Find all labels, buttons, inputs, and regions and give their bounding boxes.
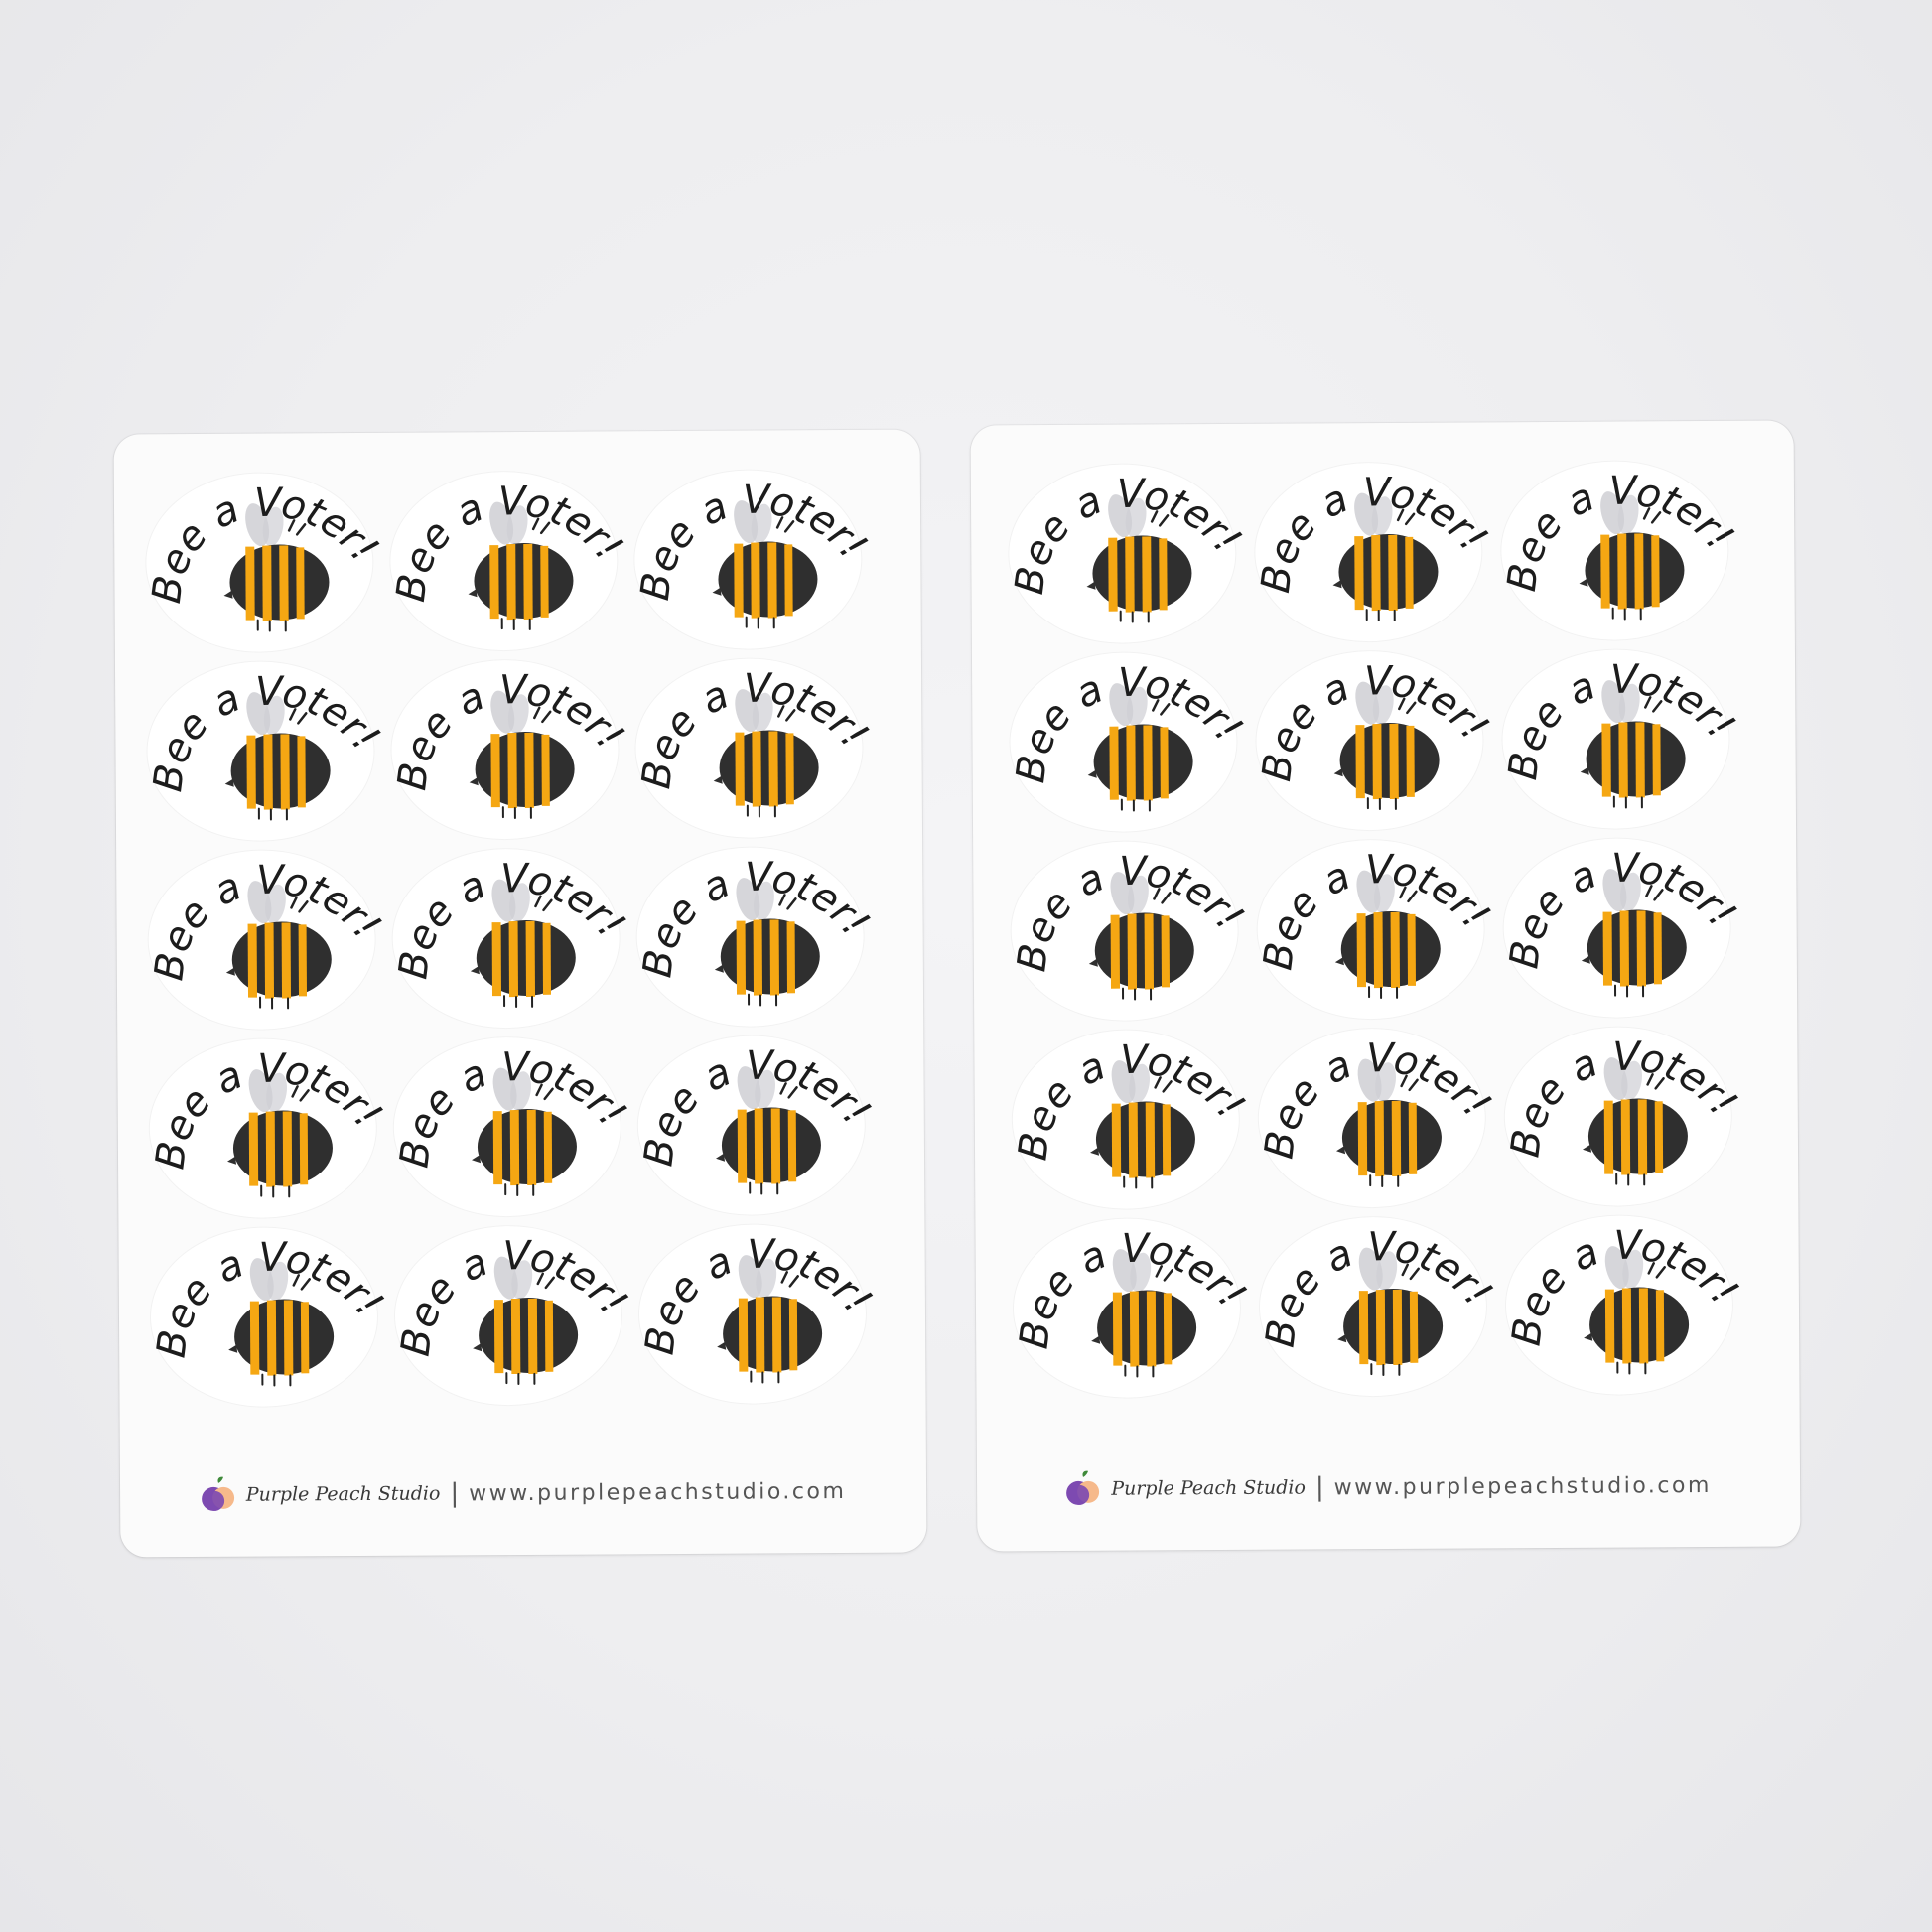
bee-icon <box>1087 683 1193 812</box>
bee-a-voter-sticker: Bee a Voter! <box>635 1035 880 1216</box>
bee-a-voter-sticker: Bee a Voter! <box>388 659 632 840</box>
bee-icon <box>1090 1060 1195 1189</box>
bee-a-voter-sticker: Bee a Voter! <box>143 472 387 653</box>
bee-a-voter-sticker: Bee a Voter! <box>1011 1217 1255 1399</box>
bee-icon <box>223 503 330 632</box>
bee-icon <box>1086 494 1192 623</box>
bee-a-voter-sticker: Bee a Voter! <box>1502 1026 1746 1207</box>
bee-a-voter-sticker: Bee a Voter! <box>1255 839 1499 1020</box>
website-url: www.purplepeachstudio.com <box>469 1478 847 1506</box>
bee-a-voter-sticker: Bee a Voter! <box>632 657 877 839</box>
bee-icon <box>1337 1247 1444 1377</box>
bee-icon <box>1583 1057 1688 1186</box>
bee-a-voter-sticker: Bee a Voter! <box>1257 1216 1501 1397</box>
bee-icon <box>1332 492 1439 622</box>
bee-a-voter-sticker: Bee a Voter! <box>1253 650 1497 831</box>
bee-a-voter-sticker: Bee a Voter! <box>1499 648 1743 830</box>
sticker-sheet-right: Bee a Voter! Bee a Voter! Bee a Voter! Bee … <box>970 420 1801 1552</box>
bee-a-voter-sticker: Bee a Voter! <box>146 849 390 1031</box>
bee-a-voter-sticker: Bee a Voter! <box>391 1036 635 1217</box>
bee-icon <box>225 881 332 1010</box>
bee-icon <box>469 690 575 820</box>
bee-icon <box>714 878 820 1007</box>
bee-a-voter-sticker: Bee a Voter! <box>387 471 631 651</box>
bee-icon <box>1091 1249 1197 1378</box>
bee-icon <box>717 1255 823 1384</box>
sheet-footer: Purple Peach Studio | www.purplepeachstu… <box>977 1464 1800 1509</box>
bee-icon <box>1584 1246 1690 1375</box>
bee-a-voter-sticker: Bee a Voter! <box>392 1225 636 1406</box>
bee-a-voter-sticker: Bee a Voter! <box>1252 462 1496 642</box>
bee-icon <box>713 689 819 818</box>
bee-icon <box>228 1258 335 1387</box>
bee-a-voter-sticker: Bee a Voter! <box>1498 460 1742 641</box>
bee-icon <box>472 1067 577 1197</box>
footer-separator: | <box>1314 1472 1324 1503</box>
bee-icon <box>468 501 574 631</box>
bee-a-voter-sticker: Bee a Voter! <box>1006 463 1250 644</box>
bee-a-voter-sticker: Bee a Voter! <box>147 1037 391 1219</box>
sticker-grid: Bee a Voter! Bee a Voter! Bee a Voter! Bee … <box>114 430 920 1408</box>
bee-a-voter-sticker: Bee a Voter! <box>1503 1214 1747 1396</box>
peach-logo-icon <box>201 1476 234 1511</box>
bee-icon <box>227 1069 333 1198</box>
bee-icon <box>224 692 331 821</box>
bee-a-voter-sticker: Bee a Voter! <box>631 469 876 650</box>
bee-a-voter-sticker: Bee a Voter! <box>634 846 879 1028</box>
bee-icon <box>1088 872 1194 1001</box>
brand-name: Purple Peach Studio <box>245 1482 441 1506</box>
bee-a-voter-sticker: Bee a Voter! <box>1009 840 1253 1022</box>
bee-icon <box>1579 491 1685 621</box>
bee-icon <box>1581 869 1687 998</box>
bee-icon <box>1580 680 1686 809</box>
sticker-grid: Bee a Voter! Bee a Voter! Bee a Voter! Bee … <box>971 420 1794 1399</box>
bee-a-voter-sticker: Bee a Voter! <box>1010 1029 1254 1210</box>
bee-a-voter-sticker: Bee a Voter! <box>1256 1028 1500 1208</box>
bee-a-voter-sticker: Bee a Voter! <box>1501 837 1745 1019</box>
bee-icon <box>712 500 818 629</box>
sheet-footer: Purple Peach Studio | www.purplepeachstu… <box>120 1471 926 1516</box>
bee-a-voter-sticker: Bee a Voter! <box>144 660 388 842</box>
bee-a-voter-sticker: Bee a Voter! <box>1007 651 1251 833</box>
footer-separator: | <box>450 1478 460 1509</box>
bee-a-voter-sticker: Bee a Voter! <box>148 1226 392 1408</box>
bee-icon <box>473 1256 579 1386</box>
bee-icon <box>1334 870 1441 1000</box>
bee-icon <box>1333 681 1440 811</box>
sticker-sheet-left: Bee a Voter! Bee a Voter! Bee a Voter! Bee … <box>113 429 927 1558</box>
website-url: www.purplepeachstudio.com <box>1333 1472 1712 1500</box>
peach-logo-icon <box>1066 1470 1100 1505</box>
bee-icon <box>1336 1058 1442 1188</box>
bee-a-voter-sticker: Bee a Voter! <box>390 848 634 1029</box>
brand-name: Purple Peach Studio <box>1111 1476 1306 1500</box>
bee-icon <box>716 1066 821 1195</box>
bee-icon <box>470 879 576 1009</box>
bee-a-voter-sticker: Bee a Voter! <box>636 1223 881 1405</box>
